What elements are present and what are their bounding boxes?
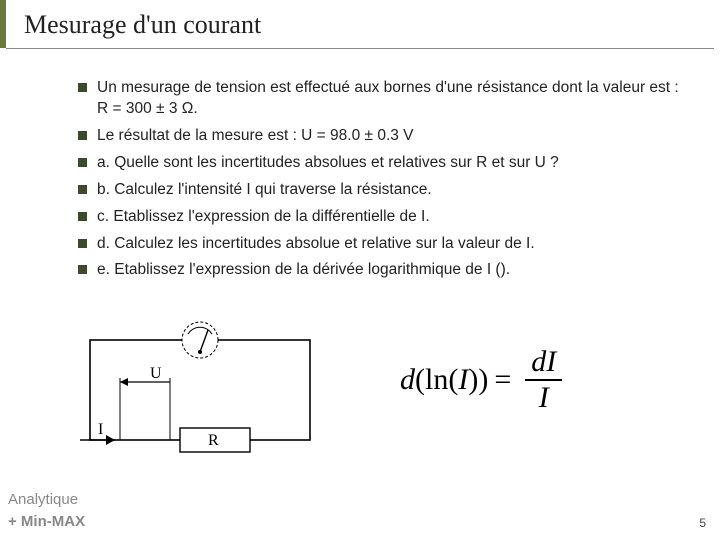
formula: d(ln(I)) = dI I: [400, 340, 680, 420]
slide-title: Mesurage d'un courant: [24, 10, 261, 40]
formula-eq: =: [494, 363, 511, 397]
list-item: a. Quelle sont les incertitudes absolues…: [78, 153, 688, 174]
footer-analytique: Analytique: [8, 491, 78, 508]
formula-numerator: dI: [525, 347, 562, 381]
bullet-list: Un mesurage de tension est effectué aux …: [78, 78, 688, 287]
formula-var-i: I: [458, 363, 468, 396]
bullet-text: d. Calculez les incertitudes absolue et …: [97, 234, 688, 255]
list-item: Le résultat de la mesure est : U = 98.0 …: [78, 126, 688, 147]
title-underline: [6, 48, 714, 49]
list-item: c. Etablissez l'expression de la différe…: [78, 207, 688, 228]
list-item: b. Calculez l'intensité I qui traverse l…: [78, 180, 688, 201]
bullet-text: a. Quelle sont les incertitudes absolues…: [97, 153, 688, 174]
formula-d2: d: [531, 345, 546, 378]
bullet-text: c. Etablissez l'expression de la différe…: [97, 207, 688, 228]
list-item: Un mesurage de tension est effectué aux …: [78, 78, 688, 120]
bullet-text: b. Calculez l'intensité I qui traverse l…: [97, 180, 688, 201]
bullet-icon: [78, 239, 87, 248]
label-r: R: [208, 432, 219, 449]
accent-bar: [0, 0, 6, 48]
bullet-icon: [78, 265, 87, 274]
bullet-icon: [78, 158, 87, 167]
formula-fraction: dI I: [525, 347, 562, 413]
bullet-text: Un mesurage de tension est effectué aux …: [97, 78, 688, 120]
formula-d: d: [400, 363, 415, 396]
list-item: d. Calculez les incertitudes absolue et …: [78, 234, 688, 255]
formula-denominator: I: [533, 381, 555, 413]
label-u: U: [150, 365, 162, 382]
bullet-icon: [78, 212, 87, 221]
formula-lhs: d(ln(I)): [400, 363, 488, 397]
bullet-icon: [78, 131, 87, 140]
formula-ln-open: (ln(: [415, 363, 458, 396]
list-item: e. Etablissez l'expression de la dérivée…: [78, 260, 688, 281]
bullet-icon: [78, 83, 87, 92]
footer-minmax: + Min-MAX: [8, 513, 85, 530]
formula-num-i: I: [546, 345, 556, 378]
bullet-text: e. Etablissez l'expression de la dérivée…: [97, 260, 688, 281]
bullet-text: Le résultat de la mesure est : U = 98.0 …: [97, 126, 688, 147]
page-number: 5: [699, 516, 706, 530]
label-i: I: [98, 421, 103, 438]
circuit-diagram: U R I: [60, 300, 340, 470]
bullet-icon: [78, 185, 87, 194]
formula-ln-close: )): [468, 363, 488, 396]
